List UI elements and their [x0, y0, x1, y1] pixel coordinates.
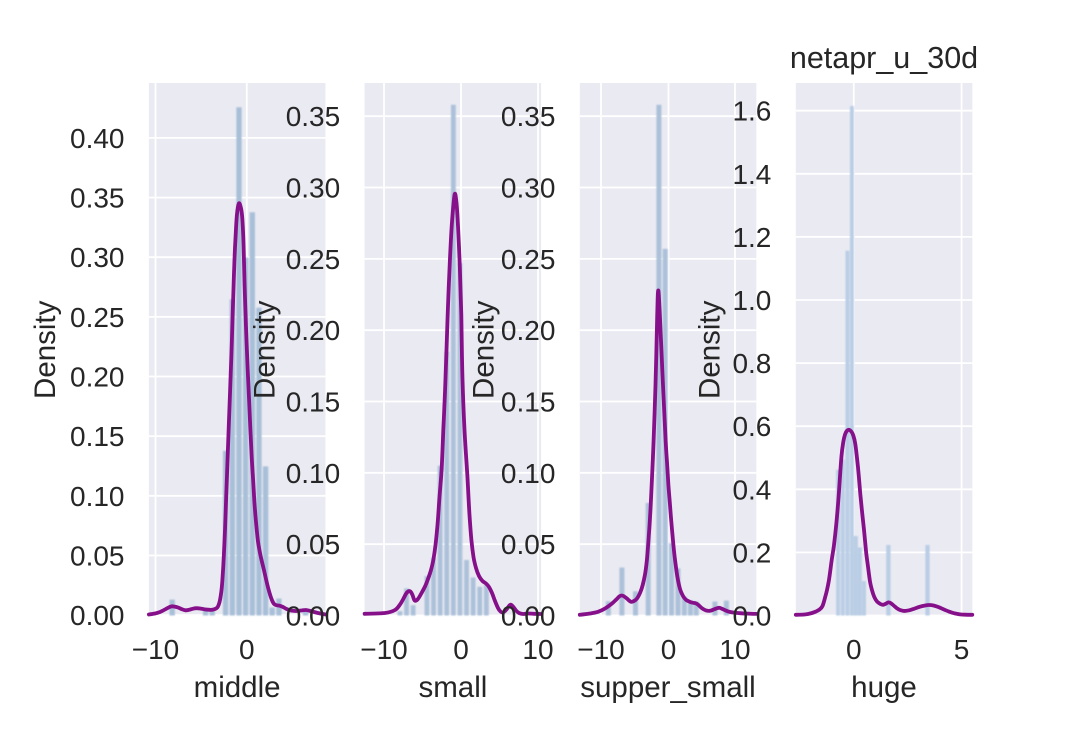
svg-text:0.8: 0.8	[732, 348, 771, 379]
svg-text:10: 10	[522, 634, 553, 665]
svg-text:0.25: 0.25	[286, 244, 341, 275]
svg-text:0.35: 0.35	[501, 101, 556, 132]
svg-text:0.30: 0.30	[501, 173, 556, 204]
svg-text:−10: −10	[577, 634, 625, 665]
svg-text:0.4: 0.4	[732, 474, 771, 505]
svg-text:0.30: 0.30	[70, 242, 125, 273]
svg-text:0: 0	[453, 634, 469, 665]
svg-text:0.25: 0.25	[501, 244, 556, 275]
svg-text:0.25: 0.25	[70, 302, 125, 333]
svg-text:0: 0	[239, 634, 255, 665]
svg-text:5: 5	[954, 634, 970, 665]
svg-text:−10: −10	[132, 634, 180, 665]
svg-text:Density: Density	[694, 300, 727, 399]
svg-text:0.15: 0.15	[70, 421, 125, 452]
svg-text:0.05: 0.05	[501, 529, 556, 560]
svg-text:0.10: 0.10	[501, 458, 556, 489]
svg-text:0.40: 0.40	[70, 123, 125, 154]
svg-text:small: small	[418, 671, 487, 704]
svg-text:0.15: 0.15	[501, 387, 556, 418]
svg-text:1.0: 1.0	[732, 285, 771, 316]
svg-text:0.00: 0.00	[501, 601, 556, 632]
svg-text:middle: middle	[194, 671, 281, 704]
svg-text:1.4: 1.4	[732, 159, 771, 190]
svg-text:Density: Density	[248, 300, 281, 399]
svg-text:Density: Density	[29, 300, 62, 399]
svg-text:0: 0	[661, 634, 677, 665]
svg-text:0.05: 0.05	[70, 541, 125, 572]
svg-text:10: 10	[719, 634, 750, 665]
svg-text:0.6: 0.6	[732, 411, 771, 442]
svg-text:0.05: 0.05	[286, 529, 341, 560]
svg-text:0.10: 0.10	[286, 458, 341, 489]
svg-text:0.35: 0.35	[286, 101, 341, 132]
svg-text:0.15: 0.15	[286, 387, 341, 418]
svg-text:0.10: 0.10	[70, 481, 125, 512]
svg-text:0.2: 0.2	[732, 537, 771, 568]
svg-text:1.2: 1.2	[732, 222, 771, 253]
svg-text:0.20: 0.20	[501, 315, 556, 346]
svg-text:0.0: 0.0	[732, 601, 771, 632]
svg-text:0.20: 0.20	[286, 315, 341, 346]
svg-text:1.6: 1.6	[732, 96, 771, 127]
svg-text:0.00: 0.00	[70, 600, 125, 631]
svg-text:huge: huge	[851, 671, 917, 704]
svg-text:netapr_u_30d: netapr_u_30d	[790, 41, 978, 75]
svg-text:0.20: 0.20	[70, 362, 125, 393]
svg-text:0: 0	[846, 634, 862, 665]
svg-text:0.35: 0.35	[70, 183, 125, 214]
svg-text:0.30: 0.30	[286, 173, 341, 204]
svg-text:0.00: 0.00	[286, 601, 341, 632]
svg-text:−10: −10	[360, 634, 408, 665]
svg-text:Density: Density	[468, 300, 501, 399]
svg-text:supper_small: supper_small	[580, 671, 755, 704]
